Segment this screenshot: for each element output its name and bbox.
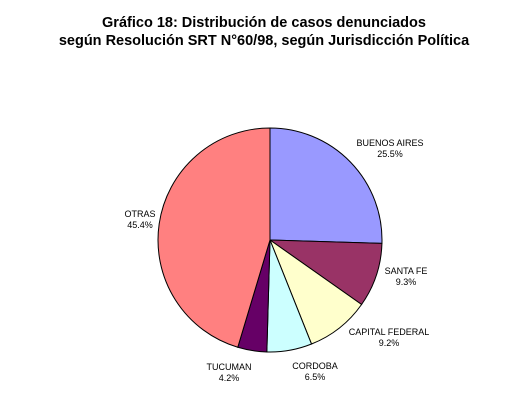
slice-value-capital-federal: 9.2% bbox=[379, 338, 400, 348]
slice-label-cordoba: CORDOBA bbox=[292, 361, 338, 371]
slice-value-tucuman: 4.2% bbox=[219, 373, 240, 383]
slice-label-buenos-aires: BUENOS AIRES bbox=[356, 138, 423, 148]
slice-label-capital-federal: CAPITAL FEDERAL bbox=[349, 327, 430, 337]
slice-value-cordoba: 6.5% bbox=[305, 372, 326, 382]
slice-value-otras: 45.4% bbox=[127, 220, 153, 230]
pie-slice-buenos-aires bbox=[269, 127, 383, 244]
chart-title-line-2: según Resolución SRT N°60/98, según Juri… bbox=[58, 33, 470, 49]
slice-label-tucuman: TUCUMAN bbox=[207, 362, 252, 372]
pie-slice-otras bbox=[157, 127, 271, 348]
slice-value-buenos-aires: 25.5% bbox=[377, 149, 403, 159]
slice-label-santa-fe: SANTA FE bbox=[385, 266, 428, 276]
chart-title-line-1: Gráfico 18: Distribución de casos denunc… bbox=[102, 15, 426, 31]
slice-label-otras: OTRAS bbox=[124, 209, 155, 219]
chart-title: Gráfico 18: Distribución de casos denunc… bbox=[0, 14, 528, 50]
slice-value-santa-fe: 9.3% bbox=[396, 277, 417, 287]
